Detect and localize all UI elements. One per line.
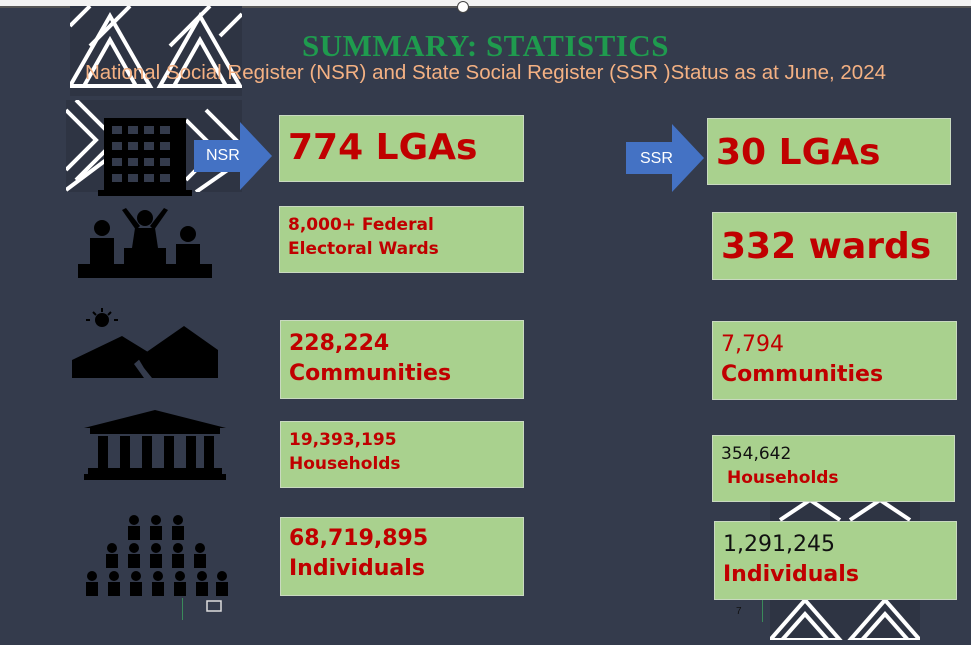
- ssr-individuals-value: 1,291,245: [723, 532, 835, 557]
- ssr-arrow-icon: [626, 124, 704, 192]
- nsr-wards-box: 8,000+ Federal Electoral Wards: [279, 206, 524, 273]
- mountains-sun-icon: [72, 308, 218, 378]
- ssr-lgas-box: 30 LGAs: [707, 118, 951, 185]
- nsr-arrow-label: NSR: [206, 147, 240, 164]
- page-number-marker: [762, 600, 763, 622]
- ssr-communities-value: 7,794: [721, 332, 784, 357]
- nsr-households-box: 19,393,195 Households: [280, 421, 524, 488]
- small-frame-icon: [206, 600, 222, 612]
- slide-subtitle: National Social Register (NSR) and State…: [84, 61, 887, 84]
- nsr-wards-line1: 8,000+ Federal: [288, 215, 434, 235]
- ssr-individuals-box: 1,291,245 Individuals: [714, 521, 957, 600]
- ssr-communities-label: Communities: [721, 361, 884, 387]
- nsr-lgas-box: 774 LGAs: [279, 115, 524, 182]
- nsr-lgas-value: 774 LGAs: [288, 127, 478, 168]
- nsr-households-label: Households: [289, 454, 401, 475]
- nsr-individuals-label: Individuals: [289, 555, 425, 581]
- ssr-households-box: 354,642 Households: [712, 435, 955, 502]
- people-podium-icon: [78, 208, 212, 278]
- ssr-households-value: 354,642: [721, 444, 792, 464]
- ssr-arrow-label: SSR: [640, 150, 673, 167]
- building-icon: [98, 118, 192, 196]
- divider-line: [182, 598, 183, 620]
- nsr-individuals-box: 68,719,895 Individuals: [280, 517, 524, 596]
- nsr-communities-label: Communities: [289, 360, 452, 386]
- rotate-handle[interactable]: [457, 1, 469, 13]
- nsr-arrow-icon: [194, 122, 272, 190]
- bank-icon: [84, 410, 226, 480]
- nsr-communities-box: 228,224 Communities: [280, 320, 524, 399]
- nsr-communities-value: 228,224: [289, 331, 390, 356]
- ssr-wards-value: 332 wards: [721, 226, 932, 267]
- decorative-pattern-top-left: [70, 6, 242, 96]
- ssr-individuals-label: Individuals: [723, 561, 859, 587]
- nsr-individuals-value: 68,719,895: [289, 526, 429, 551]
- nsr-households-value: 19,393,195: [289, 430, 397, 450]
- page-number: 7: [736, 606, 742, 617]
- ssr-households-label: Households: [727, 468, 839, 489]
- ssr-wards-box: 332 wards: [712, 212, 957, 280]
- ssr-lgas-value: 30 LGAs: [716, 132, 881, 173]
- population-icon: [86, 515, 228, 596]
- ssr-communities-box: 7,794 Communities: [712, 321, 957, 400]
- window-top-bar: [0, 0, 971, 8]
- slide-title: SUMMARY: STATISTICS: [302, 28, 669, 63]
- nsr-wards-line2: Electoral Wards: [288, 239, 439, 260]
